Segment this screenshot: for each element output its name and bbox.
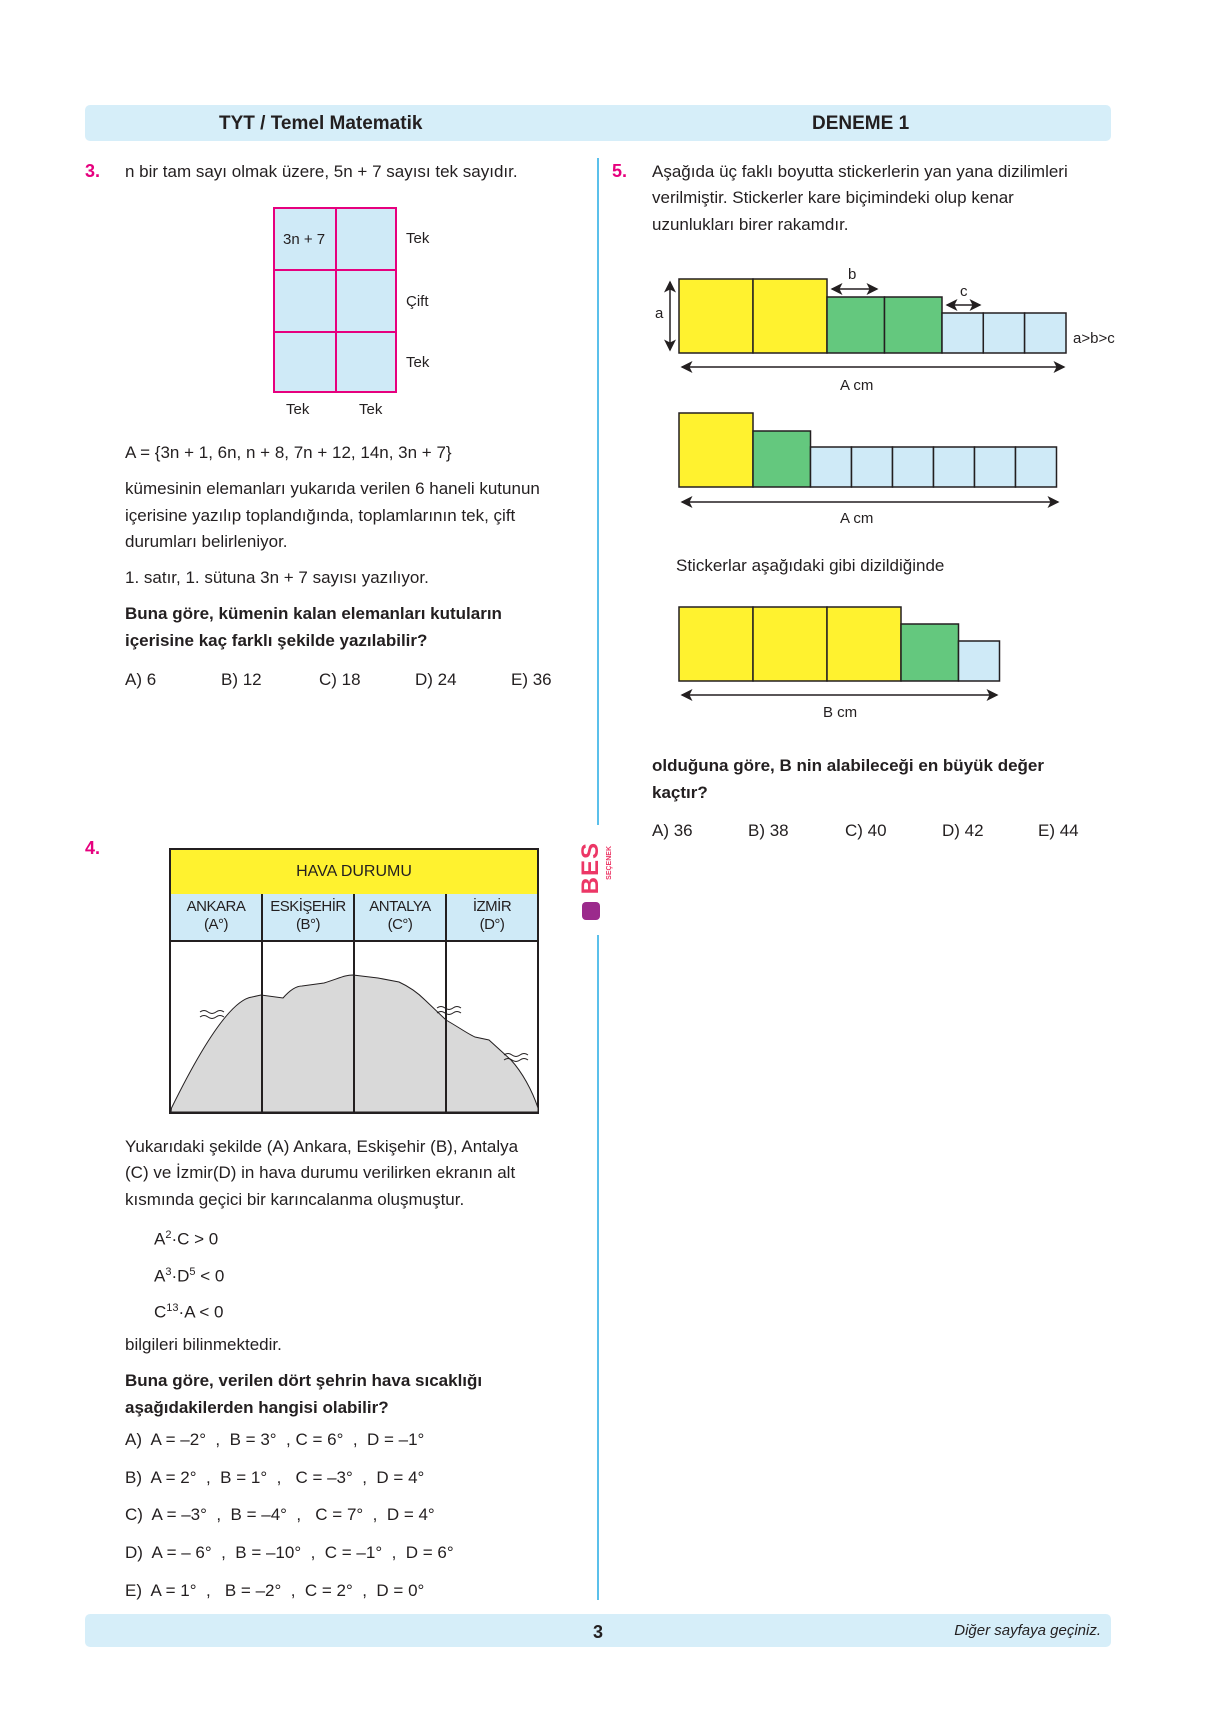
relation-label: a>b>c <box>1073 330 1115 347</box>
col-label: Tek <box>286 401 310 418</box>
q3-body: içerisine yazılıp toplandığında, toplaml… <box>125 506 516 525</box>
q5-question: kaçtır? <box>652 783 708 802</box>
answer-option[interactable]: C) 40 <box>845 821 887 840</box>
sticker-small <box>982 312 1026 354</box>
q4-body: Yukarıdaki şekilde (A) Ankara, Eskişehir… <box>125 1137 519 1156</box>
city-izmir: İZMİR (D°) <box>472 898 512 933</box>
sticker-medium <box>900 623 960 682</box>
answer-option[interactable]: E) 44 <box>1038 821 1079 840</box>
q4-question: Buna göre, verilen dört şehrin hava sıca… <box>125 1371 483 1390</box>
length-label: A cm <box>840 377 874 394</box>
city-eskisehir: ESKİŞEHİR (B°) <box>263 894 355 940</box>
q4-body: (C) ve İzmir(D) in hava durumu verilirke… <box>125 1163 516 1182</box>
arrangement-2 <box>678 412 1060 508</box>
row-label: Tek <box>406 354 430 371</box>
q5-intro: uzunlukları birer rakamdır. <box>652 215 849 234</box>
q4-body: kısmında geçici bir karıncalanma oluşmuş… <box>125 1190 465 1209</box>
q5-intro: Aşağıda üç faklı boyutta stickerlerin ya… <box>652 162 1068 181</box>
weather-table: HAVA DURUMU ANKARA (A°) ESKİŞEHİR (B°) ANT… <box>169 848 539 1114</box>
sticker-small <box>957 640 1001 682</box>
answer-option[interactable]: C) 18 <box>319 670 361 689</box>
city-antalya: ANTALYA (C°) <box>355 894 447 940</box>
row-label: Tek <box>406 230 430 247</box>
answer-option[interactable]: A) 6 <box>125 670 157 689</box>
sticker-large <box>752 606 828 682</box>
answer-option[interactable]: D) 42 <box>942 821 984 840</box>
subject-title: TYT / Temel Matematik <box>219 113 423 134</box>
condition: A3·D5 < 0 <box>154 1266 225 1286</box>
q3-body: kümesinin elemanları yukarıda verilen 6 … <box>125 479 540 498</box>
length-label: A cm <box>840 510 874 527</box>
label-a: a <box>655 305 664 322</box>
question-number: 5. <box>612 161 628 181</box>
sticker-medium <box>752 430 812 488</box>
sticker-large <box>678 278 754 354</box>
sticker-small <box>1023 312 1067 354</box>
parity-grid: 3n + 7 <box>273 207 397 393</box>
set-definition: A = {3n + 1, 6n, n + 8, 7n + 12, 14n, 3n… <box>125 443 452 462</box>
label-b: b <box>848 266 857 283</box>
length-label: B cm <box>823 704 858 721</box>
sticker-large <box>752 278 828 354</box>
sticker-small <box>850 446 894 488</box>
city-ankara: ANKARA (A°) <box>171 894 263 940</box>
sticker-medium <box>883 296 943 354</box>
condition: A2·C > 0 <box>154 1229 219 1249</box>
answer-option[interactable]: A) 36 <box>652 821 693 840</box>
question-number: 3. <box>85 161 101 181</box>
arrangement-1 <box>664 278 1067 373</box>
q3-intro: n bir tam sayı olmak üzere, 5n + 7 sayıs… <box>125 162 518 181</box>
sticker-medium <box>826 296 886 354</box>
header-band: TYT / Temel Matematik DENEME 1 <box>85 105 1111 141</box>
q3-question: içerisine kaç farklı şekilde yazılabilir… <box>125 631 428 650</box>
footer-band: 3 Diğer sayfaya geçiniz. <box>85 1614 1111 1647</box>
answer-option[interactable]: A) A = –2° , B = 3° , C = 6° , D = –1° <box>125 1430 425 1449</box>
q5-intro: verilmiştir. Stickerler kare biçimindeki… <box>652 188 1014 207</box>
condition: C13·A < 0 <box>154 1302 224 1322</box>
row-label: Çift <box>406 293 429 310</box>
sticker-small <box>1014 446 1058 488</box>
q4-question: aşağıdakilerden hangisi olabilir? <box>125 1398 389 1417</box>
q5-question: olduğuna göre, B nin alabileceği en büyü… <box>652 756 1045 775</box>
q3-body: durumları belirleniyor. <box>125 532 288 551</box>
answer-option[interactable]: B) 38 <box>748 821 789 840</box>
grid-cell-1-1: 3n + 7 <box>283 231 326 248</box>
next-page-note: Diğer sayfaya geçiniz. <box>954 1622 1101 1639</box>
exam-title: DENEME 1 <box>812 113 910 134</box>
answer-option[interactable]: E) 36 <box>511 670 552 689</box>
sticker-large <box>678 412 754 488</box>
column-divider-top <box>597 158 599 825</box>
q5-middle: Stickerlar aşağıdaki gibi dizildiğinde <box>676 556 945 575</box>
q4-after: bilgileri bilinmektedir. <box>125 1335 282 1354</box>
q3-question: Buna göre, kümenin kalan elemanları kutu… <box>125 604 502 623</box>
answer-option[interactable]: B) A = 2° , B = 1° , C = –3° , D = 4° <box>125 1468 425 1487</box>
arrangement-3 <box>678 606 1001 701</box>
hand-icon <box>582 902 600 920</box>
q3-given: 1. satır, 1. sütuna 3n + 7 sayısı yazılı… <box>125 568 429 587</box>
question-number: 4. <box>85 838 101 858</box>
sticker-small <box>891 446 935 488</box>
answer-option[interactable]: D) A = – 6° , B = –10° , C = –1° , D = 6… <box>125 1543 454 1562</box>
answer-option[interactable]: B) 12 <box>221 670 262 689</box>
noise-marks <box>199 1006 529 1062</box>
column-divider-bottom <box>597 935 599 1600</box>
sticker-small <box>932 446 976 488</box>
col-label: Tek <box>359 401 383 418</box>
sticker-small <box>941 312 985 354</box>
sticker-large <box>826 606 902 682</box>
answer-option[interactable]: D) 24 <box>415 670 457 689</box>
sticker-small <box>809 446 853 488</box>
label-c: c <box>960 283 968 300</box>
page-number: 3 <box>593 1622 604 1642</box>
answer-option[interactable]: C) A = –3° , B = –4° , C = 7° , D = 4° <box>125 1505 435 1524</box>
sticker-large <box>678 606 754 682</box>
answer-option[interactable]: E) A = 1° , B = –2° , C = 2° , D = 0° <box>125 1581 425 1600</box>
sticker-small <box>973 446 1017 488</box>
